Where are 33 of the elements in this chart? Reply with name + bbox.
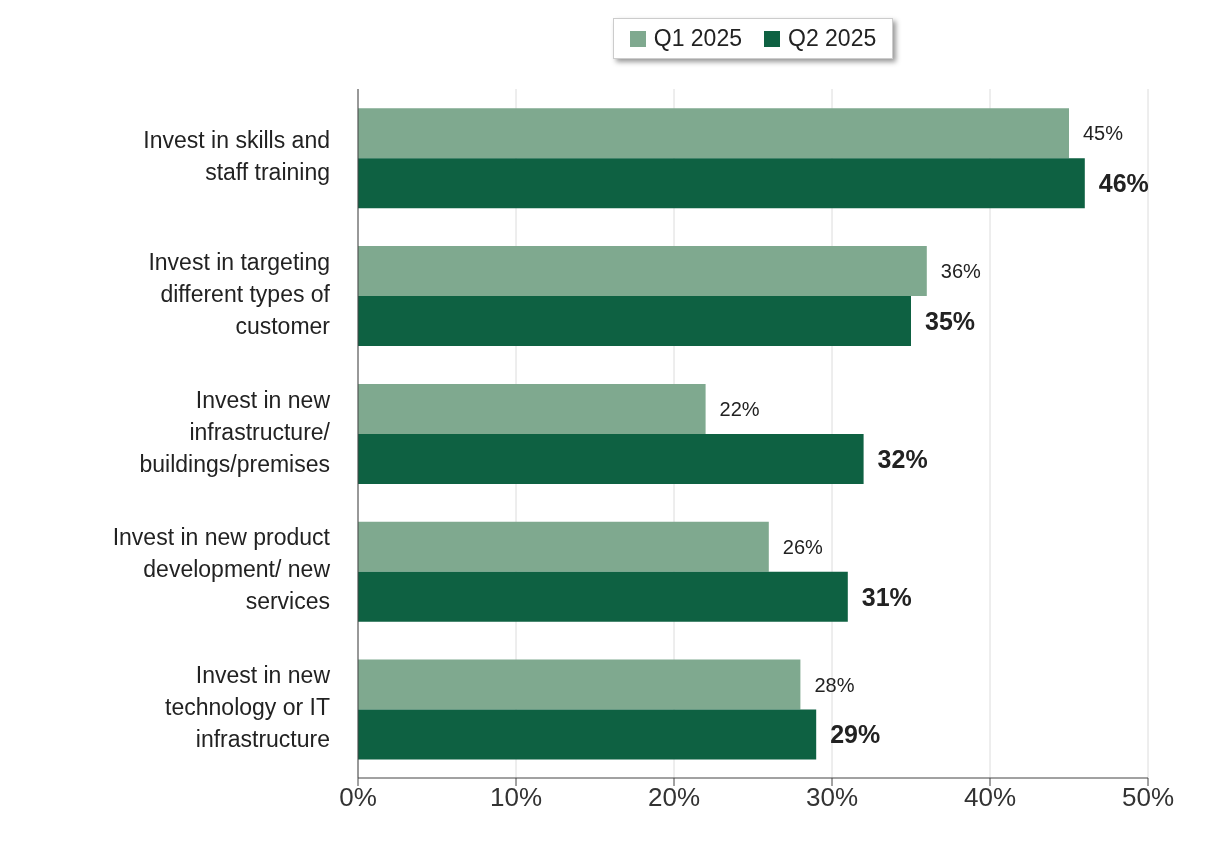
bar xyxy=(358,521,769,572)
data-label: 36% xyxy=(940,260,982,283)
data-label: 46% xyxy=(1098,169,1149,198)
x-tick-label: 0% xyxy=(339,782,377,813)
x-tick-label: 40% xyxy=(963,782,1017,813)
data-label: 29% xyxy=(830,720,881,749)
x-tick-label: 20% xyxy=(647,782,701,813)
bar xyxy=(358,246,927,297)
y-tick-label: Invest in targeting different types of customer xyxy=(148,248,331,339)
data-label: 26% xyxy=(782,535,824,558)
legend-label: Q2 2025 xyxy=(787,25,877,52)
bar xyxy=(358,709,817,760)
y-tick-label: Invest in new technology or IT infrastructure xyxy=(165,662,331,753)
bar xyxy=(358,383,706,434)
data-label: 28% xyxy=(814,673,855,696)
data-label: 31% xyxy=(861,582,912,611)
y-tick-label: Invest in new product development/ new services xyxy=(112,524,331,615)
y-tick-label: Invest in skills and staff training xyxy=(143,126,330,185)
bar xyxy=(358,108,1069,159)
data-label: 22% xyxy=(719,397,760,420)
x-tick-label: 10% xyxy=(489,782,543,813)
legend-label: Q1 2025 xyxy=(652,25,742,52)
y-tick-label: Invest in new infrastructure/ buildings/premises xyxy=(139,386,331,477)
x-tick-label: 30% xyxy=(805,782,859,813)
bar xyxy=(358,659,801,710)
data-label: 45% xyxy=(1083,122,1124,145)
bar xyxy=(358,296,911,347)
bar xyxy=(358,158,1085,209)
bar xyxy=(358,571,848,622)
bar xyxy=(358,433,864,484)
data-label: 32% xyxy=(877,444,928,473)
x-tick-label: 50% xyxy=(1121,782,1175,813)
data-label: 35% xyxy=(925,306,976,335)
